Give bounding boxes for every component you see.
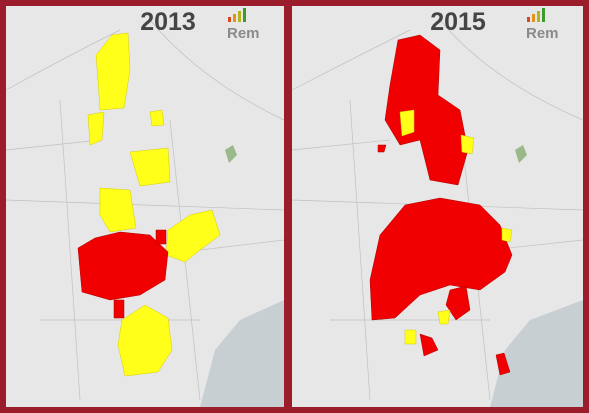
region xyxy=(117,304,173,377)
sea xyxy=(200,300,284,407)
logo-text: Rem xyxy=(227,25,260,42)
region xyxy=(155,229,167,245)
panel-2015: 2015 Rem xyxy=(291,6,584,407)
logo-text: Rem xyxy=(526,25,559,42)
logo-bar xyxy=(233,14,236,22)
region xyxy=(419,333,439,357)
region xyxy=(149,109,165,127)
logo-bar xyxy=(537,11,540,22)
logo-bar xyxy=(228,17,231,22)
region xyxy=(165,209,221,263)
logo: Rem xyxy=(227,8,260,42)
region xyxy=(369,197,513,321)
logo-bar xyxy=(542,8,545,22)
region xyxy=(460,134,475,155)
region xyxy=(437,309,451,325)
logo-bar xyxy=(532,14,535,22)
region xyxy=(399,109,415,137)
region xyxy=(87,111,105,146)
park xyxy=(515,145,527,163)
region xyxy=(384,34,469,186)
logo-bar xyxy=(527,17,530,22)
logo-bar xyxy=(238,11,241,22)
park xyxy=(225,145,237,163)
region xyxy=(113,299,125,319)
region xyxy=(404,329,417,345)
logo: Rem xyxy=(526,8,559,42)
region xyxy=(501,227,513,243)
region xyxy=(377,144,387,153)
logo-bar xyxy=(243,8,246,22)
year-label: 2015 xyxy=(430,8,486,36)
region xyxy=(95,32,131,111)
region xyxy=(77,231,169,301)
region xyxy=(495,352,511,376)
region xyxy=(445,285,471,321)
region xyxy=(99,187,137,233)
sea xyxy=(490,300,583,407)
year-label: 2013 xyxy=(140,8,196,36)
panel-2013: 2013 Rem xyxy=(5,6,285,407)
region xyxy=(129,147,171,187)
